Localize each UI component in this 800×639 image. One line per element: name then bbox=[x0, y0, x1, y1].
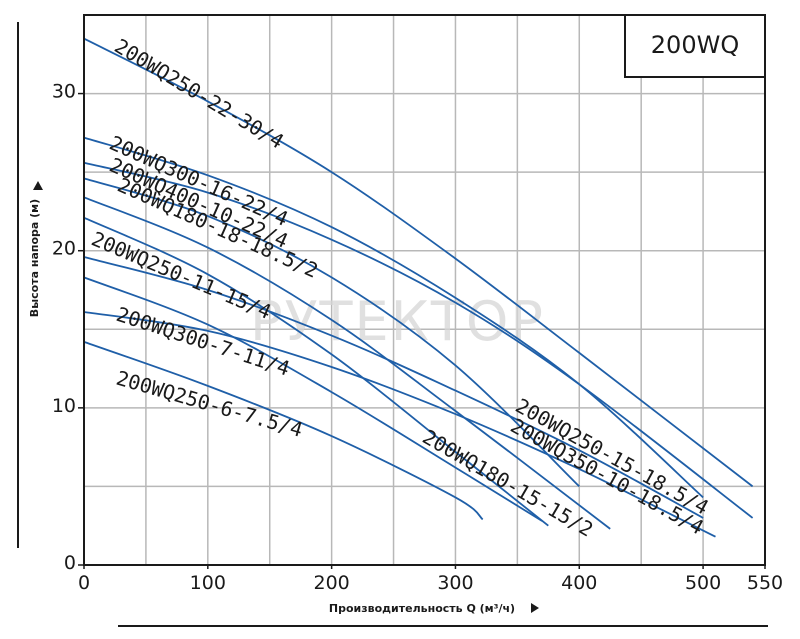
y-tick-label: 30 bbox=[52, 81, 76, 103]
x-tick-label: 550 bbox=[747, 572, 783, 594]
y-axis-title: Высота напора (м) bbox=[28, 199, 41, 317]
x-axis-arrow-icon bbox=[531, 603, 539, 613]
x-tick-label: 200 bbox=[314, 572, 350, 594]
chart-title: 200WQ bbox=[651, 31, 739, 59]
y-tick-label: 0 bbox=[64, 552, 76, 574]
y-axis-arrow-icon bbox=[33, 181, 43, 190]
y-axis-ticks: 0 10 20 30 bbox=[52, 81, 84, 574]
grid-lines bbox=[84, 15, 765, 565]
series-line-3 bbox=[83, 161, 754, 519]
watermark: РУТЕКТОР bbox=[250, 290, 545, 353]
x-tick-label: 100 bbox=[190, 572, 226, 594]
plot-frame bbox=[83, 14, 766, 566]
x-axis-title: Производительность Q (м³/ч) bbox=[329, 602, 515, 615]
series-line-4 bbox=[83, 177, 580, 488]
series-line-6 bbox=[83, 216, 549, 527]
series-labels: 200WQ250-22-30/4200WQ300-16-22/4200WQ400… bbox=[88, 34, 713, 542]
title-badge: 200WQ bbox=[624, 14, 766, 78]
x-tick-label: 0 bbox=[78, 572, 90, 594]
series-line-9 bbox=[83, 256, 704, 519]
series-curves bbox=[83, 37, 754, 538]
y-tick-label: 20 bbox=[52, 238, 76, 260]
x-tick-label: 300 bbox=[437, 572, 473, 594]
series-line-7 bbox=[83, 276, 543, 522]
x-tick-label: 400 bbox=[561, 572, 597, 594]
title-box bbox=[624, 14, 766, 78]
series-line-8 bbox=[83, 341, 484, 521]
series-line-1 bbox=[83, 37, 754, 488]
series-line-10 bbox=[83, 311, 716, 538]
x-tick-label: 500 bbox=[685, 572, 721, 594]
series-label-10: 200WQ350-10-18.5/4 bbox=[507, 413, 708, 539]
series-line-2 bbox=[83, 136, 704, 499]
x-axis-ticks: 0 100 200 300 400 500 550 bbox=[78, 565, 783, 594]
y-tick-label: 10 bbox=[52, 395, 76, 417]
series-line-5 bbox=[83, 196, 611, 530]
